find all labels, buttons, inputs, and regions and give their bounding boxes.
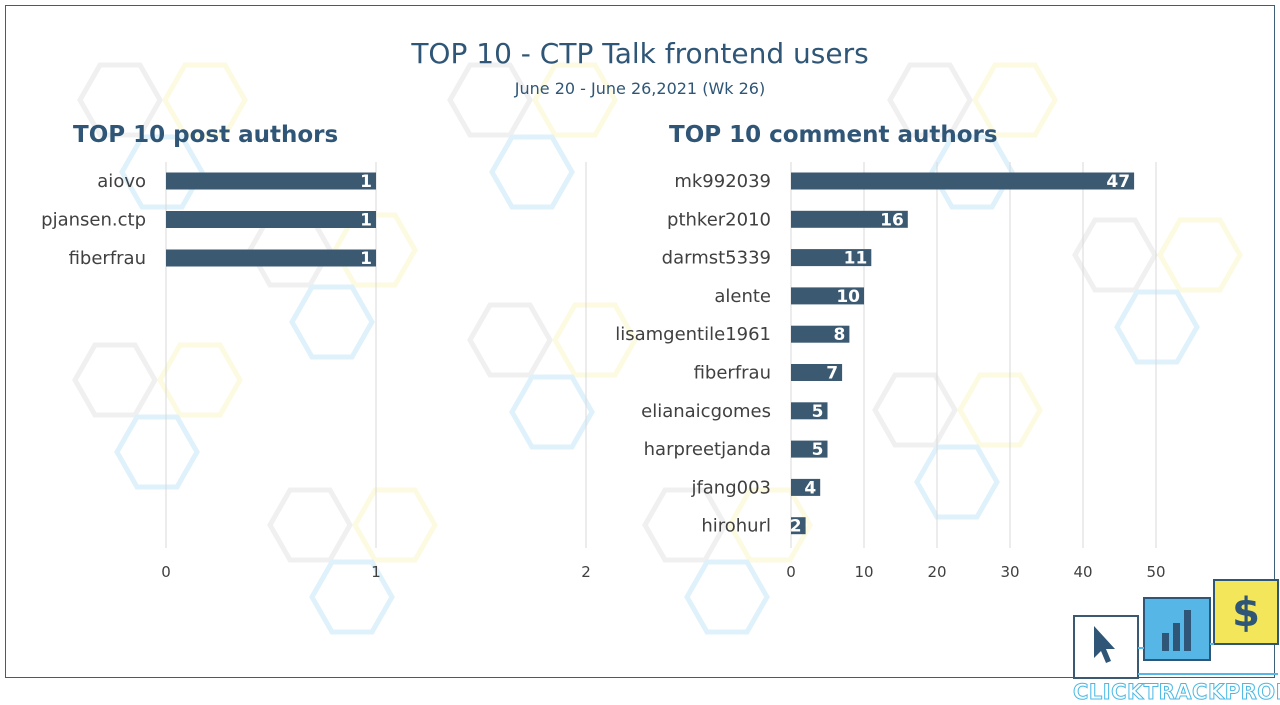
bar	[791, 364, 843, 381]
bar	[791, 325, 850, 343]
comment-authors-chart-title: TOP 10 comment authors	[669, 122, 998, 148]
bar	[791, 478, 821, 496]
bar-chart-icon	[1162, 610, 1191, 651]
category-label: lisamgentile1961	[615, 324, 771, 345]
bar	[791, 172, 1135, 190]
category-label: pjansen.ctp	[41, 210, 146, 231]
page-title: TOP 10 - CTP Talk frontend users	[411, 37, 869, 70]
category-label: aiovo	[97, 171, 146, 192]
x-tick-label: 30	[1000, 563, 1019, 581]
page-subtitle: June 20 - June 26,2021 (Wk 26)	[514, 79, 766, 98]
category-label: hirohurl	[701, 516, 771, 537]
category-label: fiberfrau	[694, 363, 771, 384]
data-label: 8	[834, 325, 846, 345]
x-tick-label: 40	[1073, 563, 1092, 581]
category-label: alente	[714, 286, 771, 307]
data-label: 1	[360, 249, 372, 269]
bar	[166, 172, 376, 190]
category-label: jfang003	[690, 477, 771, 498]
data-label: 1	[360, 211, 372, 231]
data-label: 7	[826, 364, 838, 384]
category-label: fiberfrau	[69, 248, 146, 269]
data-label: 10	[836, 287, 860, 307]
bar	[166, 249, 376, 267]
x-tick-label: 50	[1146, 563, 1165, 581]
category-label: harpreetjanda	[644, 439, 771, 460]
bar	[791, 440, 828, 458]
data-label: 11	[844, 249, 868, 269]
category-label: darmst5339	[662, 248, 771, 269]
bar	[791, 210, 908, 228]
category-label: pthker2010	[667, 209, 771, 230]
post-authors-chart-title: TOP 10 post authors	[73, 122, 339, 148]
bar	[791, 402, 828, 420]
data-label: 5	[812, 440, 824, 460]
category-label: mk992039	[674, 171, 771, 192]
data-label: 16	[880, 210, 904, 230]
dollar-icon: $	[1232, 590, 1260, 636]
data-label: 1	[360, 172, 372, 192]
clicktrackprofit-logo: $	[1073, 579, 1279, 679]
dollar-icon-box	[1213, 579, 1279, 645]
logo-text: CLICKTRACKPROFIT	[1073, 680, 1280, 705]
data-label: 47	[1106, 172, 1130, 192]
x-tick-label: 0	[786, 563, 796, 581]
category-label: elianaicgomes	[641, 401, 771, 422]
x-tick-label: 10	[854, 563, 873, 581]
x-tick-label: 20	[927, 563, 946, 581]
bar	[791, 517, 806, 535]
bar	[166, 211, 376, 228]
x-tick-label: 1	[371, 563, 381, 581]
x-tick-label: 2	[581, 563, 591, 581]
data-label: 4	[804, 478, 816, 498]
cursor-icon	[1094, 626, 1115, 663]
data-label: 5	[812, 402, 824, 422]
x-tick-label: 0	[161, 563, 171, 581]
bar	[791, 287, 864, 305]
slide-frame	[5, 5, 1275, 678]
bar	[791, 249, 872, 267]
data-label: 2	[790, 517, 802, 537]
